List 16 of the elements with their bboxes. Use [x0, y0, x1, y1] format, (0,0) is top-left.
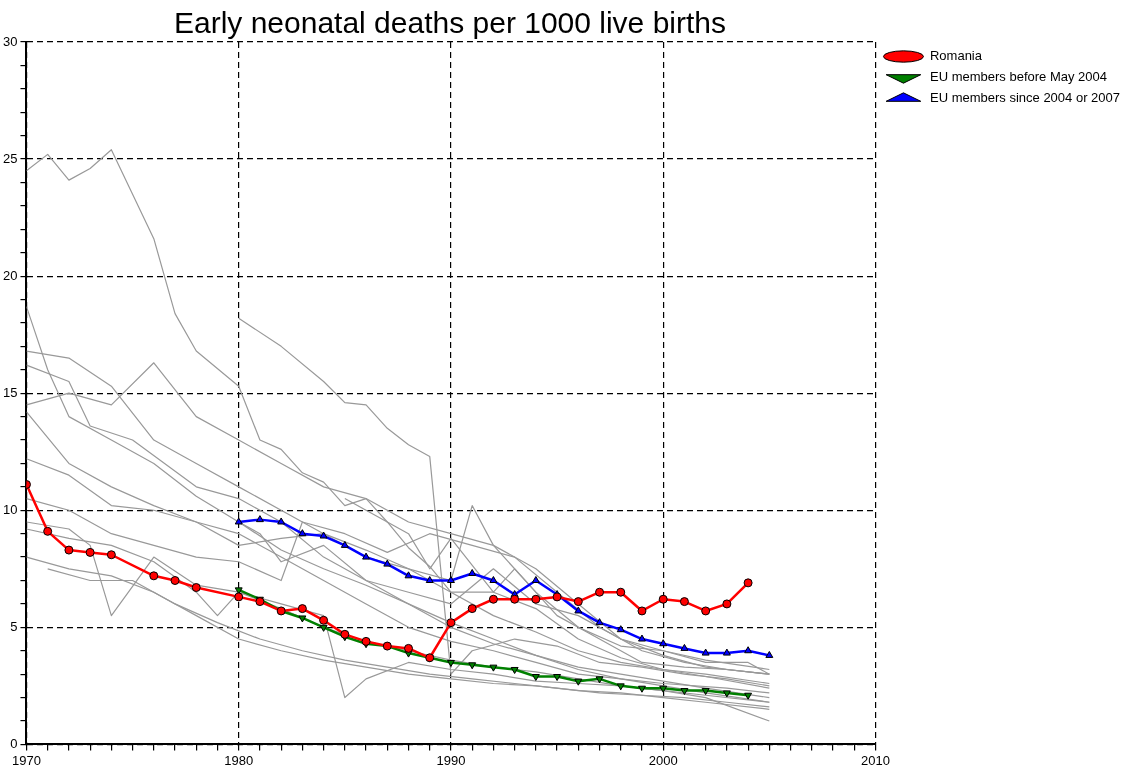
x-tick-label: 1970	[12, 752, 41, 768]
y-tick-label: 10	[2, 501, 18, 517]
x-tick-label: 2000	[648, 752, 678, 768]
y-tick-label: 0	[10, 735, 18, 751]
y-tick-label: 15	[2, 384, 18, 400]
x-tick-label: 1980	[224, 752, 254, 768]
x-tick-label: 2010	[861, 752, 890, 768]
y-tick-label: 30	[2, 33, 18, 49]
legend-label: Romania	[929, 48, 983, 64]
x-tick-label: 1990	[436, 752, 466, 768]
legend-label: EU members since 2004 or 2007	[929, 90, 1120, 106]
legend-label: EU members before May 2004	[929, 69, 1107, 85]
y-tick-label: 20	[2, 267, 18, 283]
y-tick-label: 5	[10, 618, 18, 634]
chart-title: Early neonatal deaths per 1000 live births	[173, 6, 726, 39]
y-tick-label: 25	[2, 150, 18, 166]
